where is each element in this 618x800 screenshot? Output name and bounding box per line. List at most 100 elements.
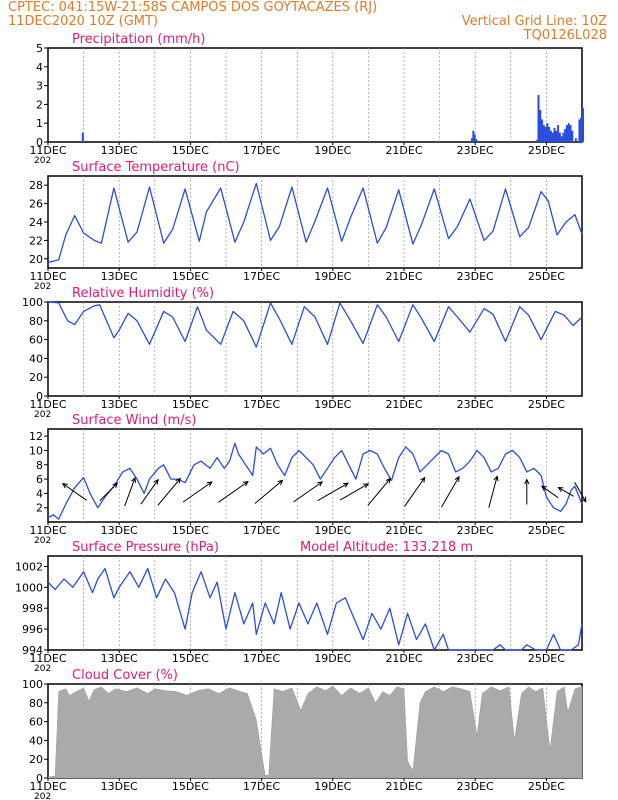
precip-bar [81,132,84,142]
precip-bar [546,123,549,142]
wind-y-tick-label: 6 [36,473,43,486]
temp-x-tick-label: 19DEC [314,270,351,283]
cloud-area [47,685,583,779]
precip-x-tick-label: 21DEC [385,144,422,157]
precip-bar [539,110,542,142]
cloud-x-year-label: 202 [34,792,51,800]
pressure-x-tick-label: 11DEC [29,652,66,665]
wind-x-tick-label: 25DEC [528,524,565,537]
rh-frame [47,301,583,397]
wind-direction-arrow [140,478,159,505]
pressure-y-tick-label: 1000 [15,581,43,594]
precip-frame [47,47,583,143]
temp-x-year-label: 202 [34,282,51,292]
cloud-x-tick-label: 19DEC [314,780,351,793]
precip-bar [549,130,552,142]
precip-y-tick-label: 3 [36,80,43,93]
wind-x-tick-label: 17DEC [243,524,280,537]
wind-direction-arrow [404,476,426,507]
rh-x-tick-label: 21DEC [385,398,422,411]
rh-x-tick-label: 19DEC [314,398,351,411]
wind-direction-arrow [182,481,213,503]
rh-y-tick-label: 100 [22,296,43,309]
precip-bar [535,140,538,142]
pressure-x-tick-label: 25DEC [528,652,565,665]
precip-bar [565,125,568,142]
precip-bar [551,132,554,142]
cloud-y-tick-label: 100 [22,678,43,691]
cloud-y-tick-label: 80 [29,697,43,710]
cloud-x-tick-label: 17DEC [243,780,280,793]
precip-bar [580,117,583,142]
temp-y-tick-label: 22 [29,234,43,247]
precip-bar [472,130,475,142]
temp-x-tick-label: 21DEC [385,270,422,283]
wind-direction-arrow [218,480,249,503]
temp-x-tick-label: 17DEC [243,270,280,283]
precip-bar [544,126,547,142]
wind-direction-arrow [557,487,574,497]
cloud-y-tick-label: 40 [29,734,43,747]
precip-bar [571,130,574,142]
rh-y-tick-label: 40 [29,352,43,365]
precip-bar [368,141,371,142]
precip-bar [537,95,540,142]
wind-x-year-label: 202 [34,536,51,546]
wind-x-tick-label: 23DEC [457,524,494,537]
temp-y-tick-label: 26 [29,198,43,211]
precip-bar [129,141,132,142]
cloud-x-tick-label: 13DEC [101,780,138,793]
temp-y-tick-label: 20 [29,253,43,266]
pressure-y-tick-label: 996 [22,623,43,636]
precip-x-tick-label: 13DEC [101,144,138,157]
pressure-frame [47,555,583,651]
pressure-x-tick-label: 23DEC [457,652,494,665]
precip-bar [582,108,584,142]
precip-bar [436,141,439,142]
wind-direction-arrow [367,477,392,506]
precip-y-tick-label: 2 [36,98,43,111]
precip-bar [553,127,556,142]
wind-panel-title: Surface Wind (m/s) [72,413,196,428]
wind-direction-arrow [124,476,136,507]
cloud-panel-title: Cloud Cover (%) [72,668,178,683]
temp-x-tick-label: 25DEC [528,270,565,283]
wind-x-tick-label: 15DEC [172,524,209,537]
temp-x-tick-label: 23DEC [457,270,494,283]
temp-panel-title: Surface Temperature (nC) [72,160,240,175]
wind-x-tick-label: 21DEC [385,524,422,537]
cloud-x-tick-label: 15DEC [172,780,209,793]
temp-x-tick-label: 11DEC [29,270,66,283]
precip-bar [215,141,218,142]
wind-direction-arrow [254,479,284,504]
wind-direction-arrow [441,475,460,508]
wind-direction-arrow [157,477,182,506]
pressure-x-tick-label: 21DEC [385,652,422,665]
rh-x-tick-label: 17DEC [243,398,280,411]
wind-x-tick-label: 11DEC [29,524,66,537]
cloud-x-tick-label: 23DEC [457,780,494,793]
wind-direction-arrow [339,483,370,501]
precip-bar [555,130,558,142]
precip-bar [564,128,567,142]
temp-x-tick-label: 15DEC [172,270,209,283]
wind-y-tick-label: 8 [36,459,43,472]
pressure-x-tick-label: 15DEC [172,652,209,665]
model-altitude-note: Model Altitude: 133.218 m [300,540,473,555]
pressure-panel-title: Surface Pressure (hPa) [72,540,219,555]
rh-x-tick-label: 13DEC [101,398,138,411]
pressure-x-tick-label: 19DEC [314,652,351,665]
precip-x-tick-label: 17DEC [243,144,280,157]
pressure-x-year-label: 202 [34,664,51,674]
precip-bar [558,132,561,142]
precip-bar [542,125,545,142]
header-model-code: TQ0126L028 [523,28,607,43]
precip-y-tick-label: 0 [36,136,43,149]
precip-y-tick-label: 1 [36,117,43,130]
wind-x-tick-label: 13DEC [101,524,138,537]
precip-x-tick-label: 15DEC [172,144,209,157]
rh-x-tick-label: 11DEC [29,398,66,411]
wind-direction-arrow [61,482,87,501]
rh-x-tick-label: 15DEC [172,398,209,411]
